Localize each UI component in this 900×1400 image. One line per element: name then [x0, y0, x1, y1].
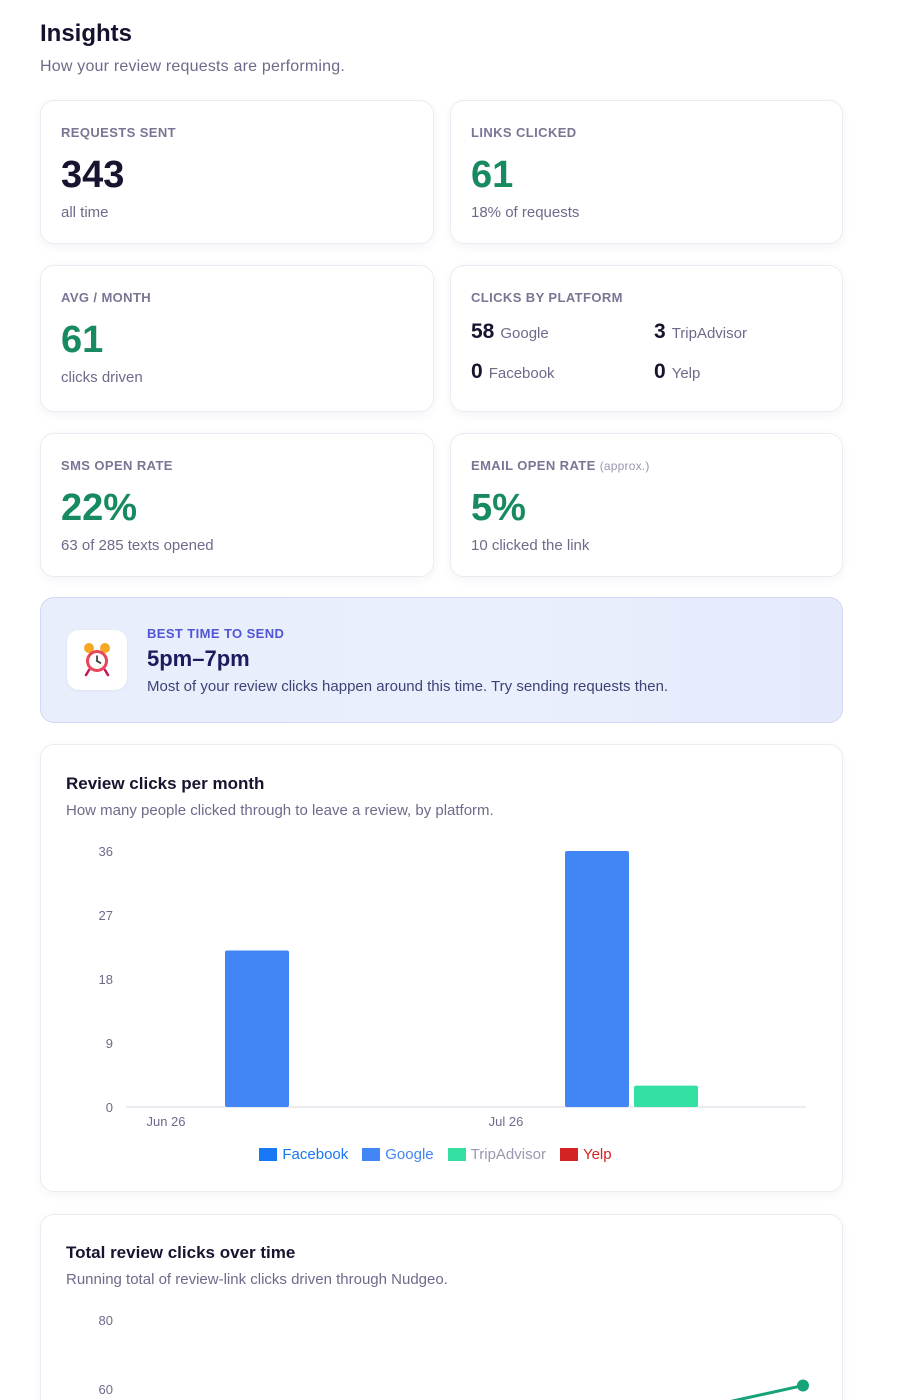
legend-item-tripadvisor[interactable]: TripAdvisor	[447, 1146, 546, 1163]
page-title: Insights	[40, 20, 133, 47]
line-series	[730, 1384, 805, 1400]
stat-label: LINKS CLICKED	[471, 125, 577, 140]
y-tick-label: 36	[99, 844, 113, 859]
sms-open-rate-card: SMS OPEN RATE 22% 63 of 285 texts opened	[40, 433, 434, 577]
stat-value: 61	[471, 154, 514, 196]
stat-subtext: clicks driven	[61, 369, 143, 386]
platform-count: 0	[654, 360, 666, 383]
stat-value: 61	[61, 319, 104, 361]
x-tick-label: Jun 26	[146, 1114, 185, 1129]
chart-subtitle: How many people clicked through to leave…	[66, 802, 494, 819]
platform-count: 58	[471, 320, 495, 343]
legend-label: Google	[385, 1146, 434, 1163]
chart-legend: Facebook Google TripAdvisor Yelp	[41, 1146, 844, 1166]
platform-stat-tripadvisor: 3 TripAdvisor	[654, 320, 747, 344]
best-time-banner: BEST TIME TO SEND 5pm–7pm Most of your r…	[40, 597, 843, 723]
bar-chart: 0 9 18 27 36 Jun 26 Jul 26	[99, 844, 806, 1129]
stat-subtext: 63 of 285 texts opened	[61, 537, 214, 554]
stat-value: 5%	[471, 487, 526, 529]
platform-stat-yelp: 0 Yelp	[654, 360, 700, 384]
chart-title: Review clicks per month	[66, 774, 265, 793]
legend-label: Facebook	[282, 1146, 349, 1163]
best-time-value: 5pm–7pm	[147, 646, 250, 671]
platform-name: Yelp	[671, 365, 701, 382]
x-tick-label: Jul 26	[489, 1114, 524, 1129]
legend-swatch	[447, 1148, 466, 1161]
chart-title: Total review clicks over time	[66, 1243, 296, 1262]
total-review-clicks-card: Total review clicks over time Running to…	[40, 1214, 843, 1400]
clock-icon-box	[67, 630, 127, 690]
stat-label-note: (approx.)	[599, 459, 650, 473]
links-clicked-card: LINKS CLICKED 61 18% of requests	[450, 100, 843, 244]
best-time-description: Most of your review clicks happen around…	[147, 678, 669, 695]
y-tick-label: 27	[99, 908, 113, 923]
requests-sent-card: REQUESTS SENT 343 all time	[40, 100, 434, 244]
y-tick-label: 9	[106, 1036, 113, 1051]
legend-label: TripAdvisor	[470, 1146, 546, 1163]
bar-tripadvisor-jul-26[interactable]	[634, 1085, 698, 1107]
avg-month-card: AVG / MONTH 61 clicks driven	[40, 265, 434, 412]
platform-name: TripAdvisor	[671, 325, 747, 342]
stat-subtext: 10 clicked the link	[471, 537, 590, 554]
y-tick-label: 80	[99, 1313, 113, 1328]
bar-google-jun-26[interactable]	[225, 950, 289, 1107]
stat-subtext: all time	[61, 204, 109, 221]
stat-subtext: 18% of requests	[471, 204, 580, 221]
stat-label: EMAIL OPEN RATE (approx.)	[471, 458, 650, 473]
bar-google-jul-26[interactable]	[565, 851, 629, 1107]
alarm-clock-icon	[84, 643, 110, 677]
line-point[interactable]	[797, 1379, 809, 1392]
clicks-by-platform-card: CLICKS BY PLATFORM 58 Google 3 TripAdvisor…	[450, 265, 843, 412]
stat-label: AVG / MONTH	[61, 290, 152, 305]
platform-count: 0	[471, 360, 483, 383]
stat-label: CLICKS BY PLATFORM	[471, 290, 623, 305]
platform-name: Google	[500, 325, 549, 342]
email-open-rate-card: EMAIL OPEN RATE (approx.) 5% 10 clicked …	[450, 433, 843, 577]
legend-swatch	[362, 1148, 381, 1161]
platform-stat-facebook: 0 Facebook	[471, 360, 555, 384]
y-tick-label: 18	[99, 972, 113, 987]
legend-item-yelp[interactable]: Yelp	[559, 1146, 612, 1163]
platform-count: 3	[654, 320, 666, 343]
stat-label-text: EMAIL OPEN RATE	[471, 458, 596, 473]
legend-swatch	[259, 1148, 278, 1161]
page-subtitle: How your review requests are performing.	[40, 58, 346, 75]
stat-label: REQUESTS SENT	[61, 125, 176, 140]
y-tick-label: 0	[106, 1100, 113, 1115]
stat-label: SMS OPEN RATE	[61, 458, 173, 473]
legend-label: Yelp	[582, 1146, 612, 1163]
platform-stat-google: 58 Google	[471, 320, 549, 344]
line-chart: 60 80	[99, 1313, 809, 1400]
y-tick-label: 60	[99, 1382, 113, 1397]
best-time-label: BEST TIME TO SEND	[147, 626, 285, 641]
legend-item-google[interactable]: Google	[362, 1146, 434, 1163]
stat-value: 343	[61, 154, 125, 196]
stat-value: 22%	[61, 487, 138, 529]
platform-name: Facebook	[488, 365, 555, 382]
legend-swatch	[559, 1148, 578, 1161]
legend-item-facebook[interactable]: Facebook	[259, 1146, 348, 1163]
chart-subtitle: Running total of review-link clicks driv…	[66, 1271, 448, 1288]
review-clicks-per-month-card: Review clicks per month How many people …	[40, 744, 843, 1192]
